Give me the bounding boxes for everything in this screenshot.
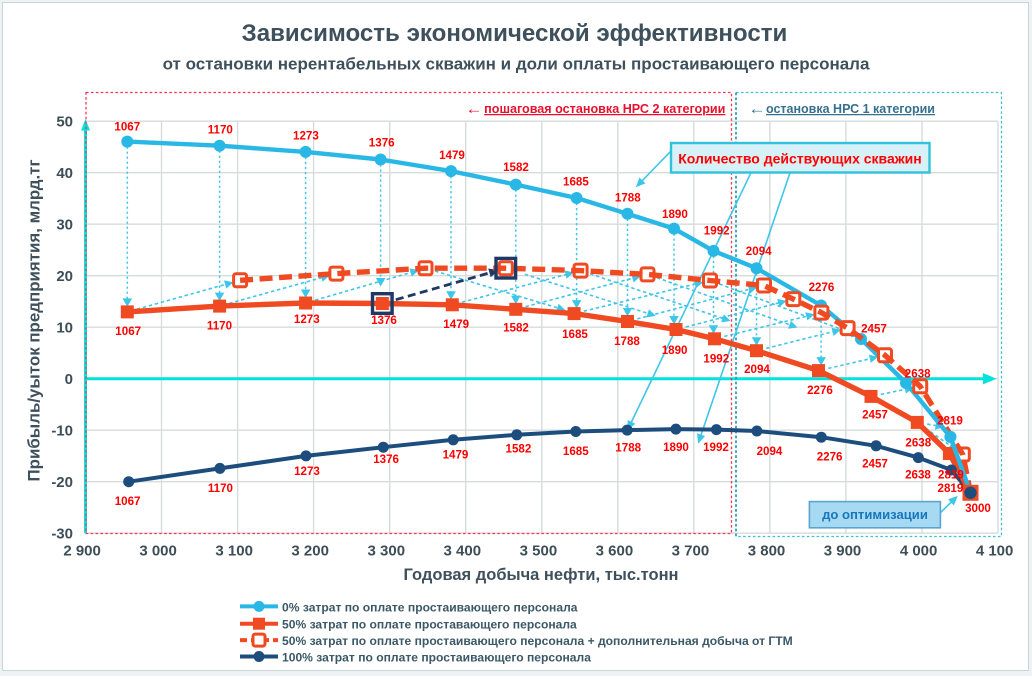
svg-text:3 000: 3 000 xyxy=(139,543,177,560)
svg-text:2819: 2819 xyxy=(937,415,963,428)
svg-text:Количество действующих скважин: Количество действующих скважин xyxy=(678,151,922,167)
svg-text:-20: -20 xyxy=(51,474,73,491)
svg-text:1788: 1788 xyxy=(614,335,640,348)
svg-text:40: 40 xyxy=(56,165,73,182)
svg-text:2819: 2819 xyxy=(938,468,964,481)
svg-text:1273: 1273 xyxy=(294,465,320,478)
svg-text:1376: 1376 xyxy=(371,314,397,327)
svg-text:3 800: 3 800 xyxy=(748,543,786,560)
svg-text:1479: 1479 xyxy=(443,318,469,331)
svg-text:←: ← xyxy=(749,99,766,118)
svg-text:2819: 2819 xyxy=(938,482,964,495)
svg-text:1067: 1067 xyxy=(115,325,141,338)
svg-text:2094: 2094 xyxy=(744,363,770,376)
svg-text:3 200: 3 200 xyxy=(291,543,329,560)
svg-text:1685: 1685 xyxy=(563,175,589,188)
svg-text:пошаговая остановка НРС 2 кате: пошаговая остановка НРС 2 категории xyxy=(484,102,725,116)
svg-text:1788: 1788 xyxy=(615,441,641,454)
svg-text:1067: 1067 xyxy=(114,121,140,134)
svg-text:3 900: 3 900 xyxy=(824,543,862,560)
svg-text:1890: 1890 xyxy=(662,344,688,357)
svg-text:50% затрат по оплате простаива: 50% затрат по оплате простаивающего перс… xyxy=(282,634,793,648)
svg-text:20: 20 xyxy=(56,268,73,285)
svg-text:1479: 1479 xyxy=(439,149,465,162)
svg-text:2638: 2638 xyxy=(905,468,931,481)
svg-text:30: 30 xyxy=(56,216,73,233)
svg-text:2638: 2638 xyxy=(905,436,931,449)
svg-text:Прибыль/уыток предприятия, млр: Прибыль/уыток предприятия, млрд.тг xyxy=(25,160,44,482)
svg-text:1170: 1170 xyxy=(207,320,232,333)
svg-text:остановка НРС 1 категории: остановка НРС 1 категории xyxy=(766,102,935,116)
svg-text:2094: 2094 xyxy=(746,245,772,258)
svg-text:1273: 1273 xyxy=(293,130,319,143)
svg-text:1992: 1992 xyxy=(703,441,729,454)
svg-text:1170: 1170 xyxy=(208,482,233,495)
svg-text:3 400: 3 400 xyxy=(444,543,482,560)
svg-text:100% затрат по оплате простаив: 100% затрат по оплате простаивающего пер… xyxy=(282,651,591,665)
svg-text:50: 50 xyxy=(56,113,73,130)
svg-text:1890: 1890 xyxy=(662,208,688,221)
svg-text:3 300: 3 300 xyxy=(368,543,406,560)
svg-text:1376: 1376 xyxy=(369,136,395,149)
svg-text:4 100: 4 100 xyxy=(976,543,1014,560)
svg-text:10: 10 xyxy=(56,319,73,336)
svg-text:Годовая добыча нефти, тыс.тонн: Годовая добыча нефти, тыс.тонн xyxy=(404,566,679,584)
svg-text:2276: 2276 xyxy=(817,451,843,464)
svg-text:3 500: 3 500 xyxy=(520,543,558,560)
svg-text:1582: 1582 xyxy=(503,161,529,174)
svg-text:2276: 2276 xyxy=(809,281,835,294)
svg-text:1992: 1992 xyxy=(703,353,729,366)
svg-text:1992: 1992 xyxy=(704,224,730,237)
svg-text:1479: 1479 xyxy=(443,448,469,461)
svg-text:до оптимизации: до оптимизации xyxy=(822,507,928,522)
svg-text:1685: 1685 xyxy=(562,328,588,341)
svg-text:2457: 2457 xyxy=(862,409,888,422)
svg-text:50% затрат по оплате проставаю: 50% затрат по оплате проставающего персо… xyxy=(282,618,577,632)
svg-text:Зависимость экономической эффе: Зависимость экономической эффективности xyxy=(242,20,788,47)
svg-text:3 700: 3 700 xyxy=(672,543,710,560)
svg-text:2457: 2457 xyxy=(862,458,888,471)
svg-text:от остановки нерентабельных ск: от остановки нерентабельных скважин и до… xyxy=(163,55,870,74)
svg-text:0: 0 xyxy=(65,371,73,388)
svg-text:2 900: 2 900 xyxy=(63,543,101,560)
svg-text:4 000: 4 000 xyxy=(900,543,938,560)
svg-text:1376: 1376 xyxy=(373,453,399,466)
svg-text:1788: 1788 xyxy=(615,192,641,205)
svg-text:2457: 2457 xyxy=(861,323,887,336)
svg-text:2094: 2094 xyxy=(757,445,783,458)
svg-text:1273: 1273 xyxy=(294,313,320,326)
svg-text:1067: 1067 xyxy=(115,495,141,508)
svg-text:0% затрат по оплате простаиваю: 0% затрат по оплате простаивающего персо… xyxy=(282,600,578,614)
svg-text:3000: 3000 xyxy=(965,502,991,515)
svg-text:1170: 1170 xyxy=(208,123,233,136)
svg-text:3 600: 3 600 xyxy=(596,543,634,560)
svg-text:3 100: 3 100 xyxy=(215,543,253,560)
svg-text:←: ← xyxy=(466,99,483,118)
svg-text:2638: 2638 xyxy=(905,368,931,381)
svg-text:1582: 1582 xyxy=(503,322,529,335)
svg-text:-30: -30 xyxy=(51,525,73,542)
svg-text:1685: 1685 xyxy=(563,445,589,458)
svg-text:2276: 2276 xyxy=(807,384,833,397)
svg-text:1890: 1890 xyxy=(663,441,689,454)
svg-text:1582: 1582 xyxy=(506,443,532,456)
svg-text:-10: -10 xyxy=(51,422,73,439)
